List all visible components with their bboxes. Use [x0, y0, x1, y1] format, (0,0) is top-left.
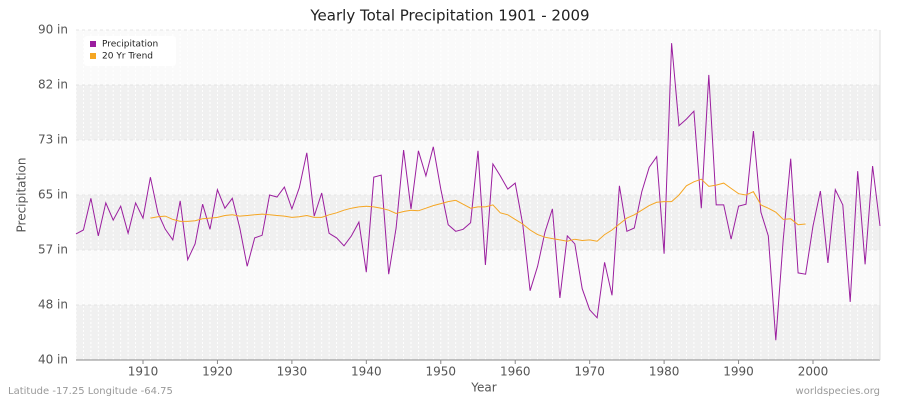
y-tick-label: 82 in [38, 77, 68, 91]
x-tick-label: 1920 [202, 365, 233, 379]
legend-label: Precipitation [102, 40, 158, 50]
footer-left: Latitude -17.25 Longitude -64.75 [8, 386, 173, 397]
y-tick-label: 73 in [38, 133, 68, 147]
x-tick-label: 1960 [500, 365, 531, 379]
series-line [150, 178, 806, 242]
legend-swatch [90, 53, 96, 59]
chart-title: Yearly Total Precipitation 1901 - 2009 [309, 7, 589, 25]
x-tick-label: 2000 [798, 365, 829, 379]
x-tick-label: 1910 [128, 365, 159, 379]
y-tick-label: 90 in [38, 23, 68, 37]
x-tick-label: 1980 [649, 365, 680, 379]
legend-label: 20 Yr Trend [102, 52, 153, 62]
y-tick-label: 65 in [38, 188, 68, 202]
footer-right: worldspecies.org [796, 386, 880, 397]
y-tick-label: 57 in [38, 242, 68, 256]
x-tick-label: 1950 [426, 365, 457, 379]
y-tick-label: 40 in [38, 353, 68, 367]
series-line [75, 43, 881, 341]
x-tick-label: 1970 [574, 365, 605, 379]
legend-box [84, 36, 176, 66]
legend-swatch [90, 41, 96, 47]
x-tick-label: 1990 [723, 365, 754, 379]
x-tick-label: 1930 [277, 365, 308, 379]
y-tick-label: 48 in [38, 298, 68, 312]
y-axis-label: Precipitation [15, 157, 29, 232]
x-axis-label: Year [470, 381, 496, 395]
x-tick-label: 1940 [351, 365, 382, 379]
